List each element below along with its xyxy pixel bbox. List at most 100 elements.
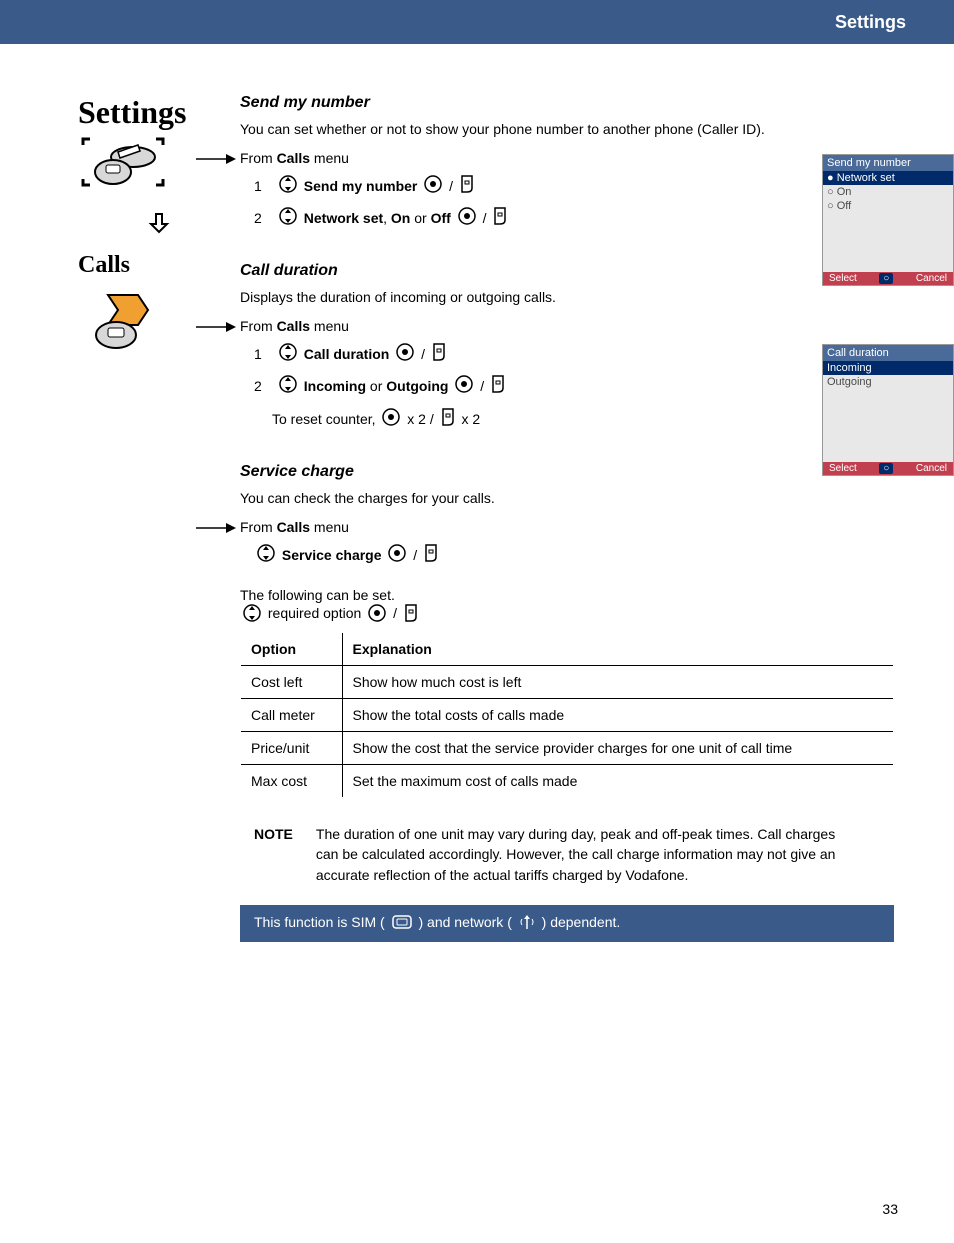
section-send-my-number: Send my number You can set whether or no…	[240, 94, 894, 232]
softkey-icon	[490, 374, 506, 400]
cell-explanation: Show the cost that the service provider …	[342, 732, 894, 765]
main-content: Send my number ● Network set ○ On ○ Off …	[240, 94, 954, 972]
softkey-icon	[492, 206, 508, 232]
required-row: required option /	[240, 603, 894, 626]
step1-label: Send my number	[304, 178, 418, 194]
select-icon	[454, 374, 474, 400]
softkey-icon	[403, 603, 419, 626]
following-text: The following can be set.	[240, 587, 894, 603]
dep-mid: ) and network (	[418, 914, 511, 930]
send-number-step1: 1 Send my number /	[254, 174, 894, 200]
cell-option: Cost left	[241, 666, 343, 699]
select-icon	[367, 603, 387, 626]
reset-mid: x 2 /	[407, 411, 437, 427]
table-header-row: Option Explanation	[241, 633, 894, 666]
scr2-selected: Incoming	[823, 361, 953, 375]
antenna-icon	[518, 913, 536, 934]
step1-label: Call duration	[304, 346, 390, 362]
dep-suffix: ) dependent.	[542, 914, 621, 930]
service-charge-step: Service charge /	[254, 543, 894, 569]
select-icon	[423, 174, 443, 200]
call-duration-from-menu: From Calls menu	[240, 318, 894, 334]
softkey-icon	[423, 543, 439, 569]
header-bar: Settings	[0, 0, 954, 44]
nav-updown-icon	[278, 374, 298, 400]
service-charge-desc: You can check the charges for your calls…	[240, 489, 894, 509]
branch-arrow-icon	[196, 320, 236, 337]
step2-outgoing: Outgoing	[386, 378, 448, 394]
scr1-opt2: ○ Off	[823, 199, 953, 213]
step-num: 2	[254, 375, 272, 397]
scr1-foot-center-icon: ○	[879, 273, 893, 284]
scr2-opt1: Outgoing	[823, 375, 953, 389]
reset-end: x 2	[462, 411, 481, 427]
from-suffix: menu	[314, 318, 349, 334]
softkey-icon	[459, 174, 475, 200]
cell-option: Max cost	[241, 765, 343, 798]
from-prefix: From	[240, 150, 273, 166]
reset-prefix: To reset counter,	[272, 411, 379, 427]
table-row: Max costSet the maximum cost of calls ma…	[241, 765, 894, 798]
table-row: Price/unitShow the cost that the service…	[241, 732, 894, 765]
required-text: required option	[268, 605, 365, 621]
from-calls: Calls	[277, 318, 310, 334]
th-option: Option	[241, 633, 343, 666]
phone-screenshot-send-number: Send my number ● Network set ○ On ○ Off …	[822, 154, 954, 286]
scr1-footer: Select ○ Cancel	[823, 272, 953, 285]
send-number-title: Send my number	[240, 94, 894, 112]
cell-explanation: Show the total costs of calls made	[342, 699, 894, 732]
sep: ,	[383, 210, 391, 226]
from-suffix: menu	[314, 150, 349, 166]
softkey-icon	[431, 342, 447, 368]
call-duration-step2: 2 Incoming or Outgoing /	[254, 374, 894, 400]
note-block: NOTE The duration of one unit may vary d…	[240, 824, 894, 885]
call-duration-step1: 1 Call duration /	[254, 342, 894, 368]
step2-incoming: Incoming	[304, 378, 366, 394]
phone-screenshot-call-duration: Call duration Incoming Outgoing Select ○…	[822, 344, 954, 476]
from-prefix: From	[240, 318, 273, 334]
send-number-desc: You can set whether or not to show your …	[240, 120, 894, 140]
service-charge-from-menu: From Calls menu	[240, 519, 894, 535]
scr2-foot-center-icon: ○	[879, 463, 893, 474]
select-icon	[387, 543, 407, 569]
step2-off: Off	[431, 210, 451, 226]
step-num: 2	[254, 207, 272, 229]
send-number-from-menu: From Calls menu	[240, 150, 894, 166]
call-duration-reset: To reset counter, x 2 / x 2	[272, 407, 894, 433]
table-row: Call meterShow the total costs of calls …	[241, 699, 894, 732]
header-title: Settings	[835, 12, 906, 33]
dep-prefix: This function is SIM (	[254, 914, 385, 930]
step-num: 1	[254, 175, 272, 197]
scr2-foot-right: Cancel	[916, 463, 947, 474]
service-charge-title: Service charge	[240, 463, 894, 481]
nav-updown-icon	[278, 342, 298, 368]
table-row: Cost leftShow how much cost is left	[241, 666, 894, 699]
th-explanation: Explanation	[342, 633, 894, 666]
scr2-foot-left: Select	[829, 463, 857, 474]
select-icon	[381, 407, 401, 433]
nav-updown-icon	[278, 206, 298, 232]
softkey-icon	[440, 407, 456, 433]
scr2-title: Call duration	[823, 345, 953, 361]
scr1-foot-right: Cancel	[916, 273, 947, 284]
settings-heading: Settings	[78, 94, 240, 131]
from-prefix: From	[240, 519, 273, 535]
dependent-bar: This function is SIM ( ) and network ( )…	[240, 905, 894, 942]
section-call-duration: Call duration Displays the duration of i…	[240, 262, 894, 433]
nav-updown-icon	[256, 543, 276, 569]
branch-arrow-icon	[196, 152, 236, 169]
following-block: The following can be set. required optio…	[240, 587, 894, 626]
step-num: 1	[254, 343, 272, 365]
call-duration-desc: Displays the duration of incoming or out…	[240, 288, 894, 308]
note-text: The duration of one unit may vary during…	[316, 824, 856, 885]
sim-icon	[391, 914, 413, 933]
cell-option: Price/unit	[241, 732, 343, 765]
step-label: Service charge	[282, 547, 382, 563]
from-suffix: menu	[314, 519, 349, 535]
scr1-opt1: ○ On	[823, 185, 953, 199]
cell-explanation: Set the maximum cost of calls made	[342, 765, 894, 798]
options-table: Option Explanation Cost leftShow how muc…	[240, 632, 894, 798]
or: or	[410, 210, 430, 226]
select-icon	[395, 342, 415, 368]
scr1-foot-left: Select	[829, 273, 857, 284]
